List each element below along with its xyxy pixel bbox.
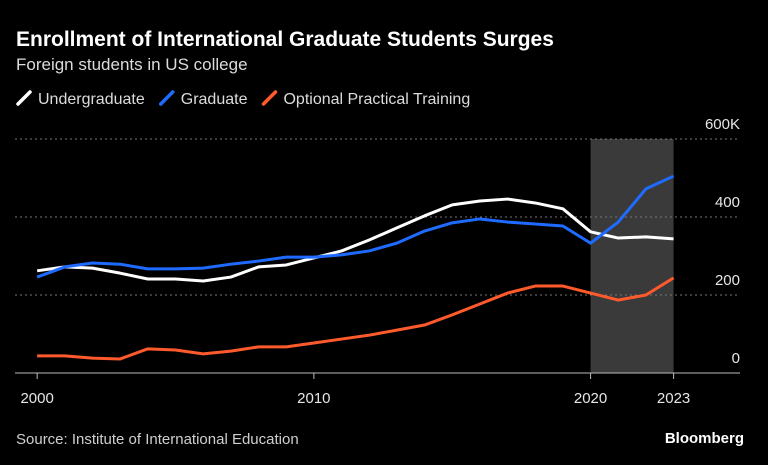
y-tick-label: 600K [705,116,740,133]
series-line [36,174,675,279]
legend-swatch [159,90,175,106]
y-tick-label: 400 [715,194,740,211]
chart-subtitle: Foreign students in US college [16,55,248,74]
legend-swatch [16,90,32,106]
x-tick-label: 2020 [574,390,607,407]
chart-title: Enrollment of International Graduate Stu… [16,28,554,51]
x-tick-label: 2010 [297,390,330,407]
series-line [37,276,675,361]
legend-swatch [261,90,278,106]
y-tick-label: 200 [715,272,740,289]
legend-label: Graduate [181,91,248,108]
legend-label: Undergraduate [38,91,145,108]
legend-label: Optional Practical Training [283,91,470,108]
y-tick-label: 0 [732,350,740,367]
x-tick-label: 2023 [657,390,690,407]
brand: Bloomberg [665,430,744,447]
highlight-band [590,139,674,373]
x-tick-label: 2000 [20,390,53,407]
series-line [36,197,674,283]
source: Source: Institute of International Educa… [16,431,299,448]
